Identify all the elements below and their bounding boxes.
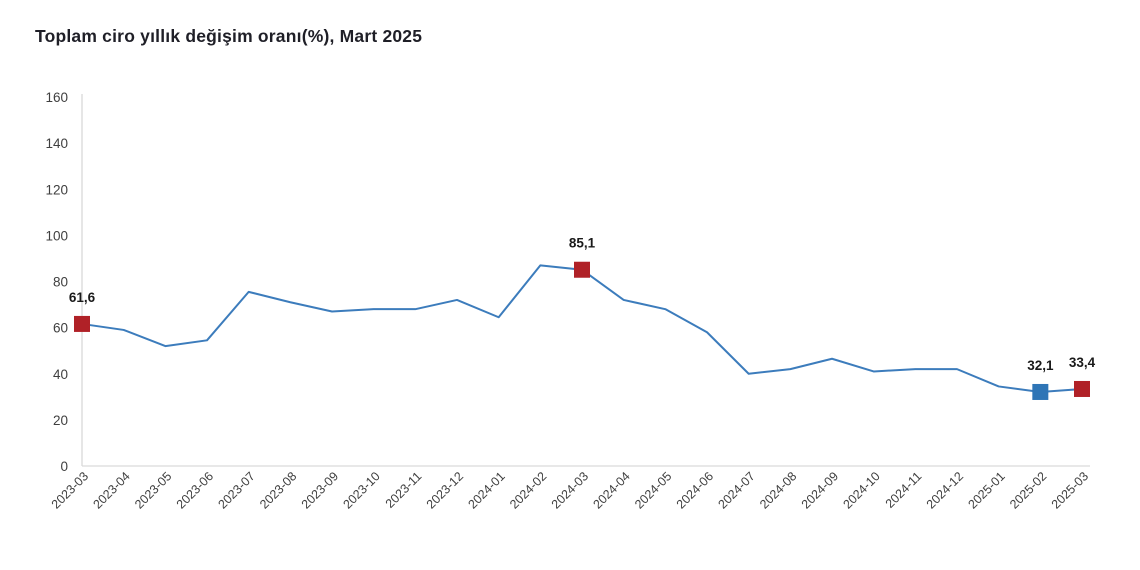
data-point-label: 85,1 xyxy=(569,236,596,251)
x-tick-label: 2024-09 xyxy=(799,469,841,511)
x-tick-label: 2023-03 xyxy=(49,469,91,511)
x-tick-label: 2024-03 xyxy=(549,469,591,511)
y-tick-label: 80 xyxy=(53,275,68,290)
data-point-label: 61,6 xyxy=(69,290,96,305)
chart-title: Toplam ciro yıllık değişim oranı(%), Mar… xyxy=(35,26,423,46)
x-tick-label: 2023-10 xyxy=(340,469,382,511)
x-tick-label: 2023-12 xyxy=(424,469,466,511)
y-tick-label: 0 xyxy=(60,459,68,474)
x-tick-label: 2024-02 xyxy=(507,469,549,511)
x-tick-label: 2023-07 xyxy=(215,469,257,511)
x-tick-label: 2024-06 xyxy=(674,469,716,511)
x-tick-label: 2024-01 xyxy=(465,469,507,511)
y-tick-label: 100 xyxy=(45,228,68,243)
x-tick-label: 2024-04 xyxy=(590,469,632,511)
x-tick-label: 2024-10 xyxy=(840,469,882,511)
x-tick-label: 2024-05 xyxy=(632,469,674,511)
x-tick-label: 2024-08 xyxy=(757,469,799,511)
y-tick-label: 40 xyxy=(53,367,68,382)
data-point-label: 32,1 xyxy=(1027,358,1054,373)
y-tick-label: 140 xyxy=(45,136,68,151)
data-point-marker xyxy=(574,261,590,278)
x-tick-label: 2023-04 xyxy=(90,469,132,511)
x-tick-label: 2024-12 xyxy=(924,469,966,511)
y-tick-label: 20 xyxy=(53,413,68,428)
x-tick-label: 2023-06 xyxy=(174,469,216,511)
x-tick-label: 2023-11 xyxy=(383,469,425,511)
trend-line xyxy=(81,264,1083,393)
data-point-marker xyxy=(1032,383,1049,400)
x-tick-label: 2024-07 xyxy=(715,469,757,511)
y-tick-label: 60 xyxy=(53,321,68,336)
x-tick-label: 2025-02 xyxy=(1007,469,1049,511)
data-point-marker xyxy=(74,315,90,332)
data-point-label: 33,4 xyxy=(1069,355,1096,370)
x-tick-label: 2023-05 xyxy=(132,469,174,511)
data-point-marker xyxy=(1074,380,1090,397)
x-tick-label: 2023-08 xyxy=(257,469,299,511)
x-tick-label: 2025-01 xyxy=(965,469,1007,511)
x-tick-label: 2024-11 xyxy=(883,469,925,511)
y-tick-label: 120 xyxy=(45,182,68,197)
y-tick-label: 160 xyxy=(45,90,68,105)
x-tick-label: 2025-03 xyxy=(1049,469,1091,511)
x-tick-label: 2023-09 xyxy=(299,469,341,511)
